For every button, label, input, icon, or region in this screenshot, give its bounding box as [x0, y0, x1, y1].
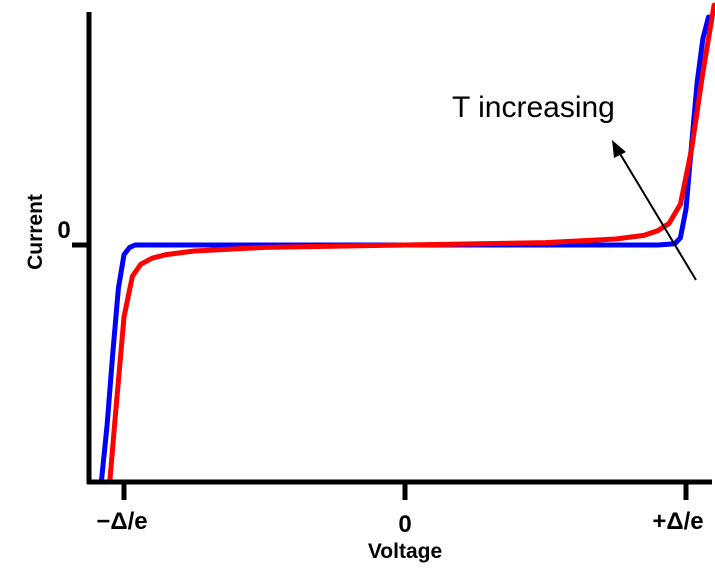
series-line-blue	[99, 14, 711, 483]
y-tick-label-zero: 0	[57, 217, 70, 244]
annotation-arrow-head	[612, 140, 626, 158]
x-axis-title: Voltage	[368, 540, 442, 563]
x-tick-label-minus-delta: −Δ/e	[96, 508, 147, 535]
series-layer	[99, 2, 715, 483]
series-line-red	[107, 2, 715, 483]
x-tick-label-plus-delta: +Δ/e	[652, 508, 703, 535]
annotation-arrow-shaft	[618, 151, 697, 281]
y-axis-title: Current	[24, 194, 47, 270]
temperature-annotation: T increasing	[452, 91, 615, 124]
x-tick-label-zero: 0	[398, 511, 411, 538]
